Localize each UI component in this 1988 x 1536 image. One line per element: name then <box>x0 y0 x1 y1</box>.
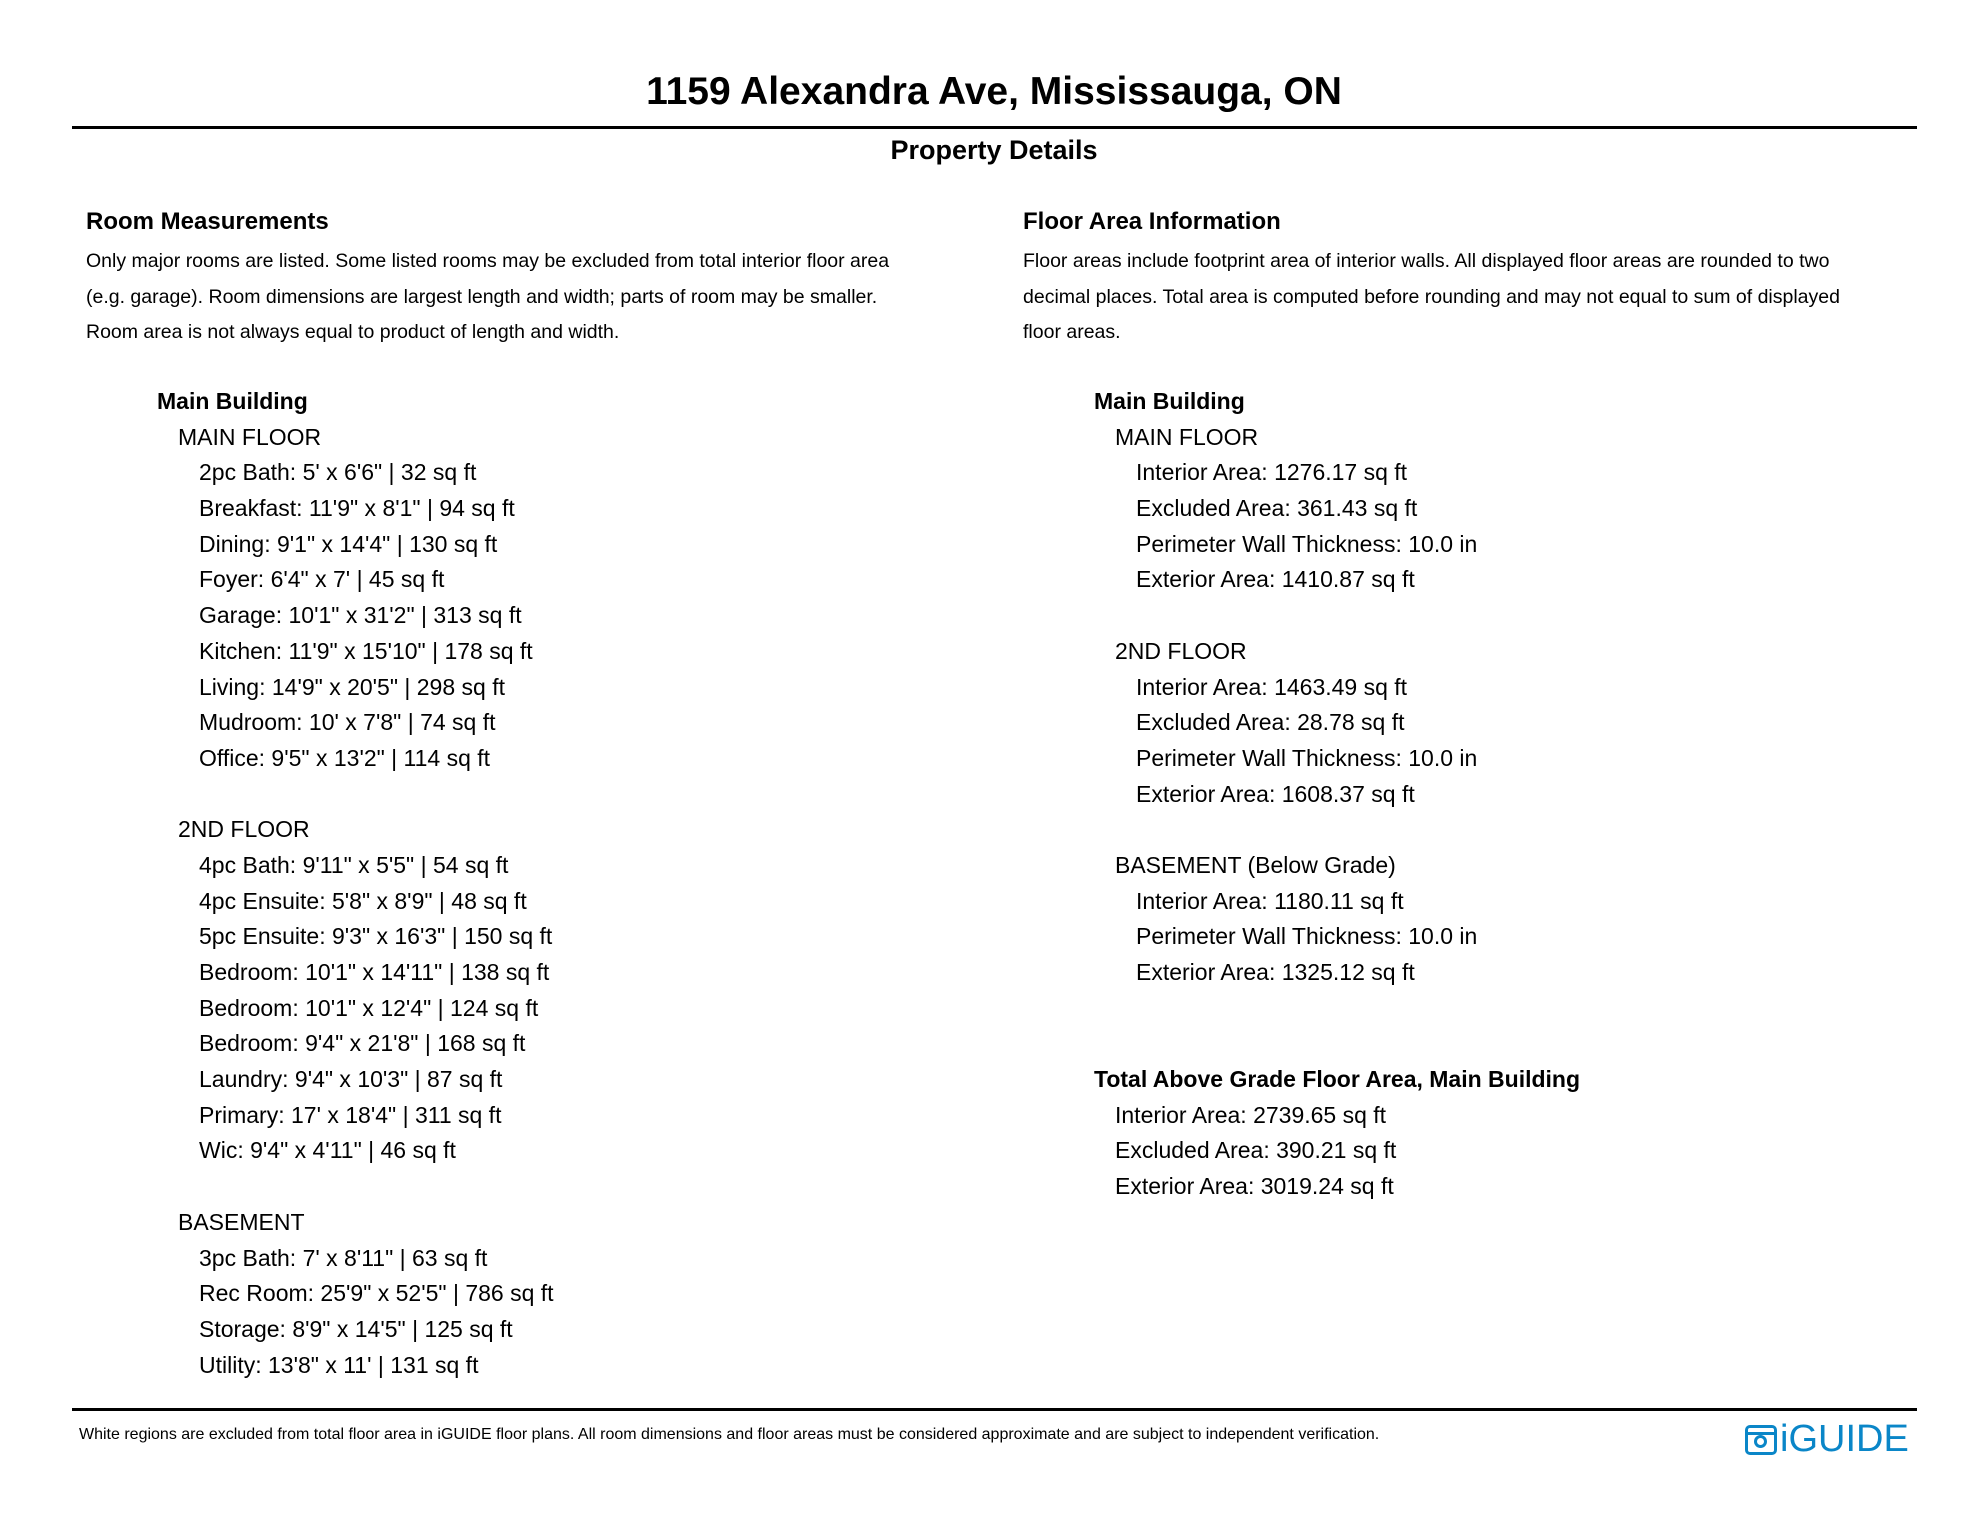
list-item: Perimeter Wall Thickness: 10.0 in <box>1136 923 1478 950</box>
list-item: Exterior Area: 1325.12 sq ft <box>1136 959 1415 985</box>
list-item: 5pc Ensuite: 9'3" x 16'3" | 150 sq ft <box>199 923 553 950</box>
list-item: Interior Area: 1180.11 sq ft <box>1136 887 1404 914</box>
description-line: floor areas. <box>1023 321 1121 344</box>
room-measurements-description: Only major rooms are listed. Some listed… <box>86 244 889 351</box>
list-item: 4pc Ensuite: 5'8" x 8'9" | 48 sq ft <box>199 887 527 914</box>
spacer <box>1094 991 1580 1027</box>
total-item: Excluded Area: 390.21 sq ft <box>1115 1137 1397 1164</box>
description-line: decimal places. Total area is computed b… <box>1023 285 1840 308</box>
floor-area-description: Floor areas include footprint area of in… <box>1023 244 1840 351</box>
list-item: Perimeter Wall Thickness: 10.0 in <box>1136 530 1478 557</box>
page-subtitle: Property Details <box>890 135 1098 165</box>
floor-heading: 2ND FLOOR <box>178 816 310 843</box>
description-line: Room area is not always equal to product… <box>86 321 620 344</box>
floor-heading: 2ND FLOOR <box>1115 637 1247 664</box>
list-item: Rec Room: 25'9" x 52'5" | 786 sq ft <box>199 1280 554 1307</box>
list-item: Mudroom: 10' x 7'8" | 74 sq ft <box>199 709 496 736</box>
list-item: Living: 14'9" x 20'5" | 298 sq ft <box>199 673 505 700</box>
list-item: Wic: 9'4" x 4'11" | 46 sq ft <box>199 1137 456 1164</box>
floor-heading: BASEMENT (Below Grade) <box>1115 851 1396 878</box>
list-item: Breakfast: 11'9" x 8'1" | 94 sq ft <box>199 495 515 522</box>
list-item: Bedroom: 10'1" x 12'4" | 124 sq ft <box>199 994 539 1021</box>
spacer <box>1094 598 1580 634</box>
spacer <box>1094 812 1580 848</box>
spacer <box>1094 1026 1580 1062</box>
list-item: Bedroom: 10'1" x 14'11" | 138 sq ft <box>199 959 550 985</box>
list-item: Dining: 9'1" x 14'4" | 130 sq ft <box>199 530 498 557</box>
list-item: Kitchen: 11'9" x 15'10" | 178 sq ft <box>199 637 533 664</box>
list-item: Bedroom: 9'4" x 21'8" | 168 sq ft <box>199 1030 526 1057</box>
room-measurements-heading: Room Measurements <box>86 208 329 235</box>
list-item: Garage: 10'1" x 31'2" | 313 sq ft <box>199 602 522 629</box>
description-line: (e.g. garage). Room dimensions are large… <box>86 285 878 308</box>
list-item: Office: 9'5" x 13'2" | 114 sq ft <box>199 744 491 771</box>
spacer <box>157 1169 554 1205</box>
list-item: Interior Area: 1463.49 sq ft <box>1136 673 1408 700</box>
building-heading: Main Building <box>1094 388 1245 414</box>
floor-heading: BASEMENT <box>178 1208 305 1235</box>
description-line: Floor areas include footprint area of in… <box>1023 250 1830 272</box>
list-item: Perimeter Wall Thickness: 10.0 in <box>1136 744 1478 771</box>
iguide-logo: iGUIDE <box>1745 1418 1909 1461</box>
total-heading: Total Above Grade Floor Area, Main Build… <box>1094 1066 1581 1093</box>
building-heading: Main Building <box>157 388 308 414</box>
list-item: Storage: 8'9" x 14'5" | 125 sq ft <box>199 1315 513 1342</box>
list-item: Exterior Area: 1608.37 sq ft <box>1136 780 1415 807</box>
iguide-logo-text: iGUIDE <box>1780 1418 1909 1460</box>
list-item: Foyer: 6'4" x 7' | 45 sq ft <box>199 566 445 593</box>
iguide-logo-icon <box>1745 1424 1777 1455</box>
total-item: Exterior Area: 3019.24 sq ft <box>1115 1173 1394 1200</box>
list-item: Primary: 17' x 18'4" | 311 sq ft <box>199 1101 502 1128</box>
total-item: Interior Area: 2739.65 sq ft <box>1115 1101 1387 1128</box>
floor-area-heading: Floor Area Information <box>1023 208 1281 235</box>
list-item: Interior Area: 1276.17 sq ft <box>1136 459 1408 486</box>
floor-area-list: Main Building MAIN FLOOR Interior Area: 12… <box>1094 384 1580 1205</box>
footer-divider <box>72 1408 1917 1411</box>
floor-heading: MAIN FLOOR <box>178 423 322 450</box>
floor-heading: MAIN FLOOR <box>1115 423 1259 450</box>
list-item: 3pc Bath: 7' x 8'11" | 63 sq ft <box>199 1244 488 1271</box>
list-item: Excluded Area: 28.78 sq ft <box>1136 709 1405 736</box>
description-line: Only major rooms are listed. Some listed… <box>86 250 890 272</box>
list-item: Laundry: 9'4" x 10'3" | 87 sq ft <box>199 1066 503 1093</box>
list-item: Excluded Area: 361.43 sq ft <box>1136 495 1418 522</box>
spacer <box>157 777 554 813</box>
footer-note: White regions are excluded from total fl… <box>79 1426 1380 1443</box>
list-item: Exterior Area: 1410.87 sq ft <box>1136 566 1415 593</box>
room-measurements-list: Main Building MAIN FLOOR 2pc Bath: 5' x 6'… <box>157 384 554 1383</box>
header-divider <box>72 126 1917 129</box>
list-item: 4pc Bath: 9'11" x 5'5" | 54 sq ft <box>199 851 509 878</box>
list-item: Utility: 13'8" x 11' | 131 sq ft <box>199 1351 479 1378</box>
list-item: 2pc Bath: 5' x 6'6" | 32 sq ft <box>199 459 477 486</box>
page-title: 1159 Alexandra Ave, Mississauga, ON <box>646 70 1342 113</box>
